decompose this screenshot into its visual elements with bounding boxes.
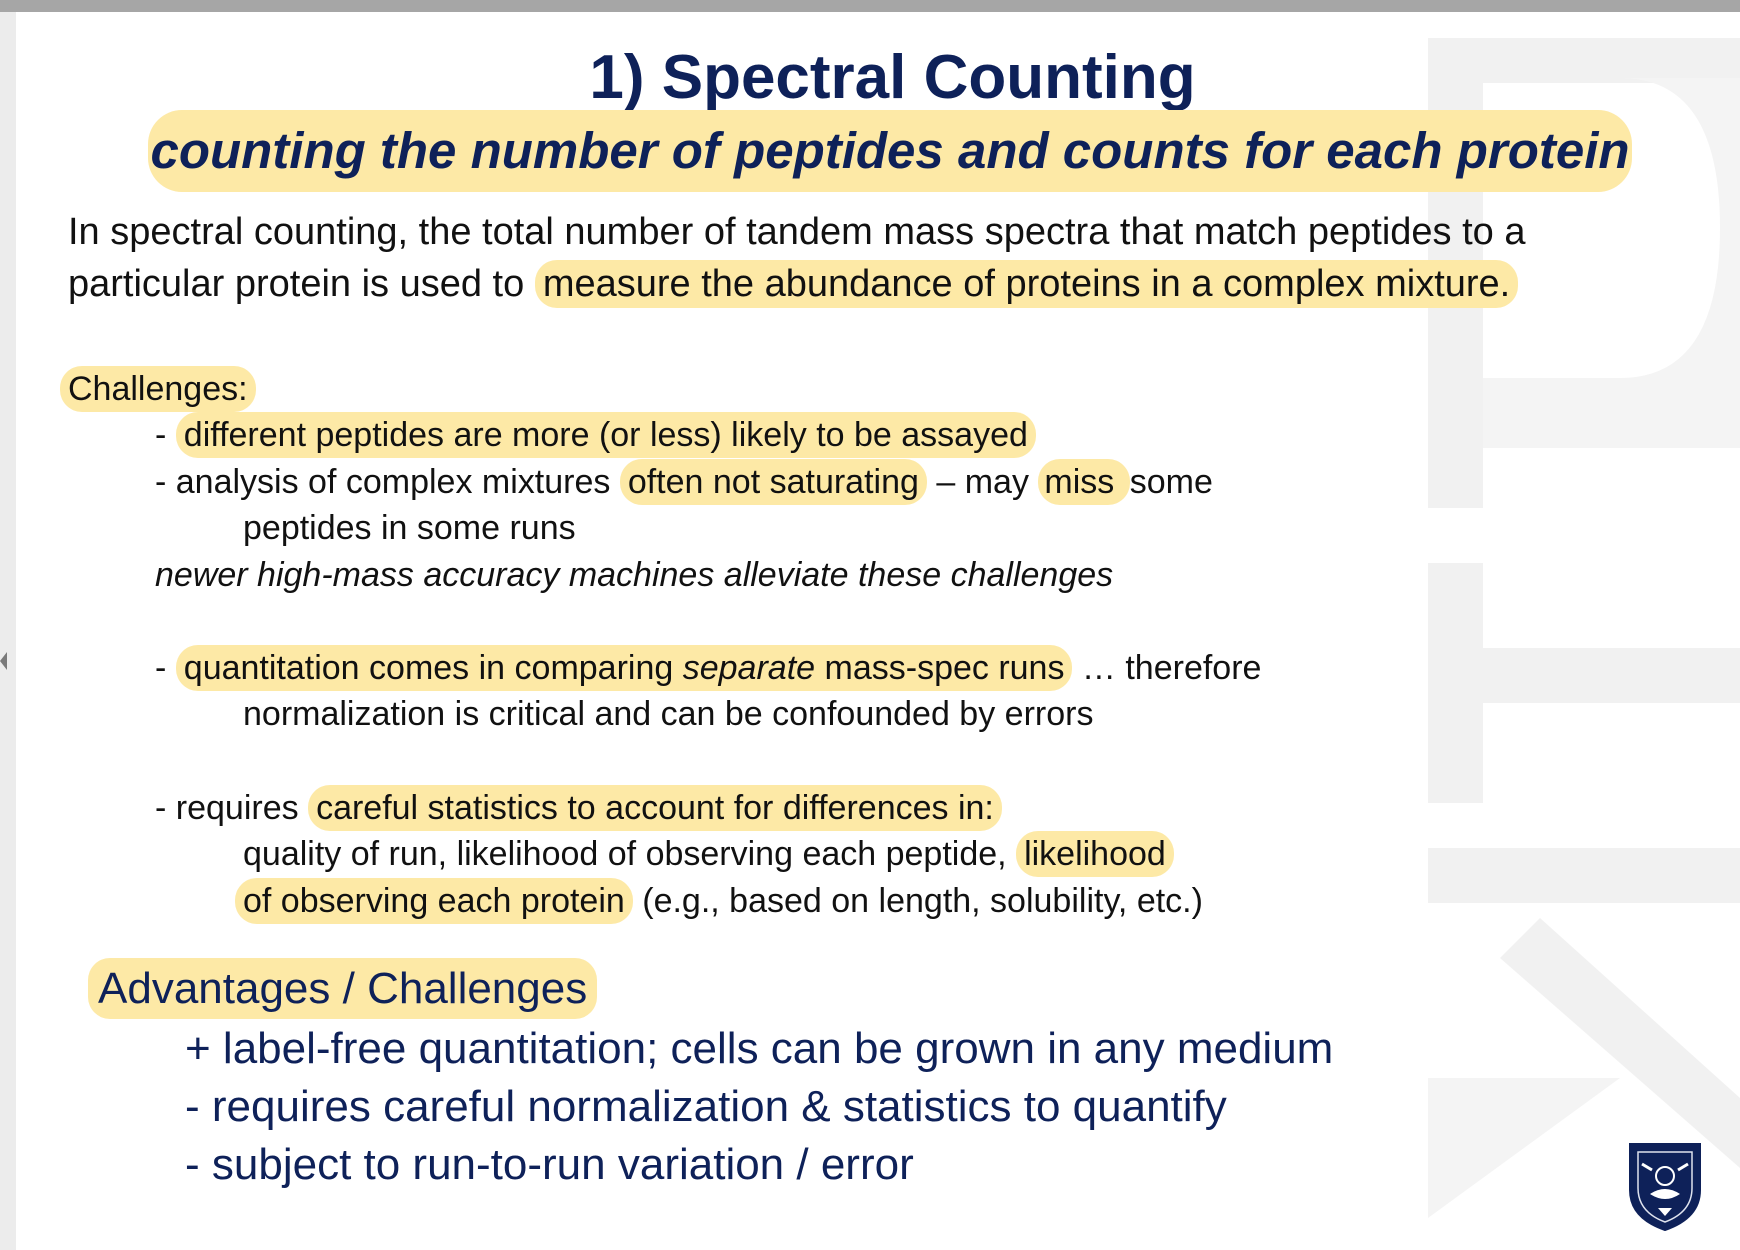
challenge-item-4-highlight: careful statistics to account for differ…: [308, 785, 1002, 831]
intro-highlight: measure the abundance of proteins in a c…: [534, 260, 1519, 308]
challenge-item-4-cont-text: quality of run, likelihood of observing …: [243, 835, 1017, 873]
slide-title: 1) Spectral Counting: [589, 43, 1196, 112]
challenge-item-1-dash: -: [155, 416, 176, 454]
challenge-item-3-text: … therefore: [1072, 649, 1262, 687]
challenge-item-1-highlight: different peptides are more (or less) li…: [175, 412, 1036, 458]
challenge-item-1: - different peptides are more (or less) …: [155, 412, 1036, 458]
challenge-item-3-hl-a: quantitation comes in comparing: [183, 649, 683, 687]
advantage-item-1: + label-free quantitation; cells can be …: [185, 1024, 1334, 1073]
challenge-item-2-highlight-a: often not saturating: [619, 459, 927, 505]
advantage-item-3: - subject to run-to-run variation / erro…: [185, 1140, 914, 1189]
challenge-item-4-cont2-text: (e.g., based on length, solubility, etc.…: [632, 882, 1203, 920]
challenge-item-3-highlight: quantitation comes in comparing separate…: [175, 645, 1073, 691]
challenge-item-2-text-b: – may: [926, 463, 1039, 501]
challenges-heading-row: Challenges:: [60, 366, 256, 412]
left-scroll-strip[interactable]: [0, 12, 16, 1250]
intro-line-2: particular protein is used to measure th…: [68, 258, 1519, 310]
challenge-item-3-dash: -: [155, 649, 176, 687]
challenge-item-4-cont-highlight: likelihood: [1016, 831, 1174, 877]
advantages-heading-row: Advantages / Challenges: [88, 958, 598, 1019]
challenges-heading: Challenges:: [60, 366, 256, 412]
intro-line-1: In spectral counting, the total number o…: [68, 211, 1526, 253]
challenge-item-2-highlight-b: miss: [1038, 459, 1130, 505]
subtitle-highlight: counting the number of peptides and coun…: [148, 110, 1632, 192]
watermark-letters-graphic: [1428, 38, 1740, 1218]
challenge-item-3: - quantitation comes in comparing separa…: [155, 645, 1261, 691]
advantages-heading: Advantages / Challenges: [88, 958, 598, 1019]
challenges-note: newer high-mass accuracy machines allevi…: [155, 556, 1114, 594]
previous-slide-arrow-icon[interactable]: [0, 652, 7, 670]
intro-line-2-text: particular protein is used to: [68, 263, 535, 305]
challenge-item-4: - requires careful statistics to account…: [155, 785, 1002, 831]
top-window-bar: [0, 0, 1740, 12]
challenge-item-2: - analysis of complex mixtures often not…: [155, 459, 1213, 505]
challenge-item-3-hl-italic: separate: [682, 649, 816, 687]
challenge-item-2-text-c: some: [1129, 463, 1213, 501]
challenge-item-4-cont2-highlight: of observing each protein: [235, 878, 633, 924]
university-crest-logo-icon: [1629, 1143, 1701, 1232]
challenge-item-4-continuation: quality of run, likelihood of observing …: [243, 831, 1174, 877]
challenge-item-3-continuation: normalization is critical and can be con…: [243, 695, 1094, 733]
slide-subtitle: counting the number of peptides and coun…: [150, 122, 1630, 179]
challenge-item-4-continuation-2: of observing each protein (e.g., based o…: [235, 878, 1203, 924]
challenge-item-2-text-a: - analysis of complex mixtures: [155, 463, 620, 501]
advantage-item-2: - requires careful normalization & stati…: [185, 1082, 1227, 1131]
challenge-item-3-hl-b: mass-spec runs: [815, 649, 1065, 687]
challenge-item-4-text: - requires: [155, 789, 309, 827]
challenge-item-2-continuation: peptides in some runs: [243, 509, 576, 547]
